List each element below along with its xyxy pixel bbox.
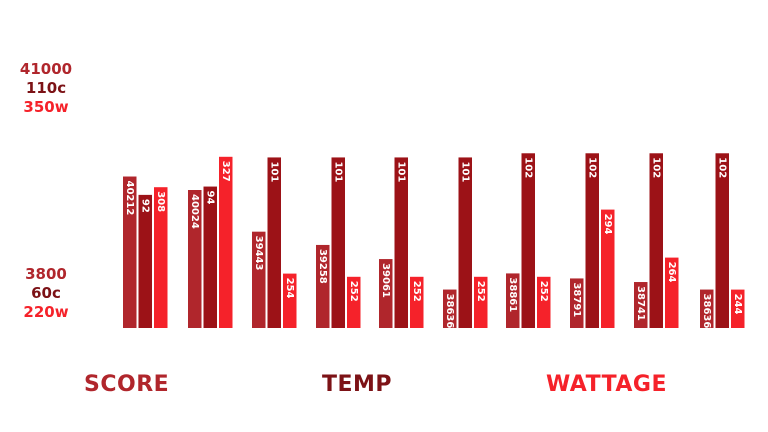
bar-label-temp-7: 102 — [522, 157, 533, 178]
bar-label-watt-9: 264 — [666, 262, 677, 283]
bar-label-temp-2: 94 — [204, 191, 215, 205]
bar-label-temp-6: 101 — [459, 161, 470, 182]
bar-label-watt-6: 252 — [475, 281, 486, 302]
bar-label-watt-4: 252 — [348, 281, 359, 302]
bar-watt-1 — [154, 187, 168, 328]
bar-label-watt-5: 252 — [411, 281, 422, 302]
bar-label-watt-2: 327 — [220, 161, 231, 182]
bar-watt-4 — [347, 276, 361, 328]
bar-label-watt-3: 254 — [284, 278, 295, 299]
bar-label-temp-3: 101 — [268, 161, 279, 182]
bar-score-10 — [700, 289, 714, 328]
bar-watt-7 — [537, 276, 551, 328]
bar-temp-3 — [267, 157, 281, 328]
bar-watt-9 — [665, 257, 679, 328]
bar-label-score-7: 38861 — [507, 277, 518, 312]
score-axis-top-label: 41000 — [20, 60, 72, 78]
bar-score-6 — [443, 289, 457, 328]
bar-watt-10 — [731, 289, 745, 328]
bar-label-score-5: 39061 — [380, 263, 391, 298]
bar-temp-1 — [138, 194, 152, 328]
bar-score-4 — [316, 244, 330, 328]
bar-label-temp-5: 101 — [395, 161, 406, 182]
bar-watt-2 — [219, 156, 233, 328]
watt-axis-bottom-label: 220w — [23, 303, 68, 321]
bar-watt-3 — [283, 273, 297, 328]
bar-score-3 — [252, 231, 266, 328]
bar-score-2 — [188, 190, 202, 328]
bar-label-score-10: 38636 — [701, 294, 712, 329]
bar-label-watt-10: 244 — [732, 294, 743, 315]
bar-temp-8 — [585, 153, 599, 328]
bar-label-temp-8: 102 — [586, 157, 597, 178]
bar-label-score-6: 38636 — [444, 294, 455, 329]
score-axis-bottom-label: 3800 — [25, 265, 67, 283]
bar-label-score-2: 40024 — [189, 194, 200, 229]
temp-axis-bottom-label: 60c — [31, 284, 61, 302]
bar-label-score-8: 38791 — [571, 282, 582, 317]
bar-score-1 — [123, 176, 137, 328]
temp-axis-top-label: 110c — [26, 79, 66, 97]
bar-temp-10 — [715, 153, 729, 328]
bar-temp-2 — [203, 186, 217, 328]
bar-temp-9 — [649, 153, 663, 328]
bar-temp-5 — [394, 157, 408, 328]
bar-temp-4 — [331, 157, 345, 328]
bar-label-temp-9: 102 — [650, 157, 661, 178]
bar-label-watt-1: 308 — [155, 191, 166, 212]
legend-wattage: WATTAGE — [546, 372, 668, 397]
bar-label-watt-7: 252 — [538, 281, 549, 302]
bars-group: 40212 40024 39443 39258 39061 38636 38861 38791… — [123, 153, 745, 328]
bar-label-score-9: 38741 — [635, 286, 646, 321]
bar-label-score-3: 39443 — [253, 236, 264, 271]
bar-label-watt-8: 294 — [602, 214, 613, 235]
bar-label-score-1: 40212 — [124, 181, 135, 216]
bar-score-7 — [506, 273, 520, 328]
bar-temp-7 — [521, 153, 535, 328]
y-axis-labels: 41000 110c 350w 3800 60c 220w — [20, 60, 72, 321]
bar-temp-6 — [458, 157, 472, 328]
bar-watt-5 — [410, 276, 424, 328]
bar-label-score-4: 39258 — [317, 249, 328, 284]
bar-watt-8 — [601, 209, 615, 328]
bar-score-9 — [634, 282, 648, 328]
bar-score-8 — [570, 278, 584, 328]
bar-label-temp-1: 92 — [139, 199, 150, 213]
watt-axis-top-label: 350w — [23, 98, 68, 116]
legend-temp: TEMP — [322, 372, 393, 397]
bar-watt-6 — [474, 276, 488, 328]
bar-score-5 — [379, 259, 393, 328]
legend-score: SCORE — [84, 372, 170, 397]
bar-label-temp-4: 101 — [332, 161, 343, 182]
bar-label-temp-10: 102 — [716, 157, 727, 178]
